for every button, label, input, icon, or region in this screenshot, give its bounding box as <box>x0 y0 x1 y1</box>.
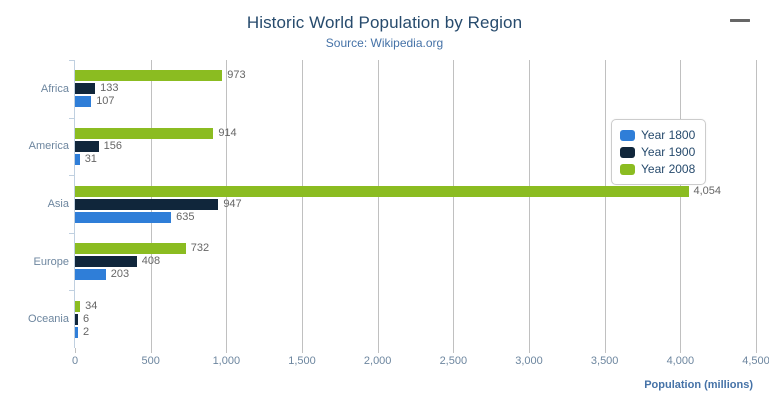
x-axis-label: 4,000 <box>666 355 695 367</box>
bar-america-year-1800[interactable] <box>75 153 80 165</box>
x-gridline <box>377 60 379 348</box>
y-axis-category-label: Europe <box>33 255 69 268</box>
y-axis-tick <box>69 175 74 177</box>
x-axis-label: 1,000 <box>212 355 241 367</box>
y-axis-tick <box>69 117 74 119</box>
bar-value-label: 635 <box>176 210 195 223</box>
chart-subtitle: Source: Wikipedia.org <box>325 36 444 50</box>
bar-asia-year-1800[interactable] <box>75 211 172 223</box>
legend-swatch-icon <box>620 129 635 141</box>
x-axis-label: 3,000 <box>515 355 543 367</box>
y-axis-tick <box>69 232 74 234</box>
bar-value-label: 2 <box>83 325 90 338</box>
x-axis-tick <box>226 348 228 353</box>
y-axis-category-labels: Africa America Asia Europe Oceania <box>0 60 69 348</box>
x-axis-label: 2,500 <box>439 355 468 367</box>
y-axis-category-label: Asia <box>47 198 69 210</box>
x-axis-label: 2,000 <box>363 355 392 367</box>
bar-value-label: 34 <box>85 299 98 312</box>
x-gridline <box>756 60 757 348</box>
bar-europe-year-1900[interactable] <box>75 256 137 268</box>
x-axis-label: 0 <box>71 355 79 367</box>
y-axis-tick <box>69 290 74 292</box>
hamburger-bar <box>730 19 750 22</box>
legend-swatch-icon <box>620 146 635 158</box>
bar-europe-year-2008[interactable] <box>75 243 186 255</box>
bar-value-label: 408 <box>141 255 161 268</box>
x-axis-tick <box>377 348 379 353</box>
x-axis-tick <box>529 348 530 353</box>
bar-europe-year-1800[interactable] <box>75 269 106 281</box>
legend-swatch-icon <box>620 163 635 175</box>
x-axis-label: 4,500 <box>742 355 769 367</box>
bar-oceania-year-1900[interactable] <box>75 313 78 325</box>
x-gridline <box>302 60 303 348</box>
x-axis-label: 500 <box>141 355 160 367</box>
bar-value-label: 107 <box>96 95 115 108</box>
x-axis-label: 3,500 <box>590 355 619 367</box>
bar-value-label: 732 <box>190 242 210 255</box>
y-axis-category-label: Oceania <box>28 313 69 326</box>
x-axis-title: Population (millions) <box>644 379 753 391</box>
bar-africa-year-2008[interactable] <box>75 70 223 82</box>
x-gridline <box>226 60 228 348</box>
bar-asia-year-2008[interactable] <box>75 185 689 197</box>
x-gridline <box>529 60 530 348</box>
x-axis-tick <box>680 348 682 353</box>
x-axis-tick <box>756 348 757 353</box>
x-axis-tick <box>302 348 303 353</box>
bar-value-label: 914 <box>218 126 237 139</box>
y-axis-category-label: Africa <box>40 82 69 95</box>
bar-value-label: 4,054 <box>693 184 722 197</box>
bar-value-label: 973 <box>227 69 246 82</box>
bar-value-label: 156 <box>103 139 122 152</box>
bar-asia-year-1900[interactable] <box>75 198 219 210</box>
x-gridline <box>680 60 682 348</box>
x-axis-tick <box>75 348 76 353</box>
x-gridline <box>453 60 455 348</box>
x-axis-tick <box>453 348 455 353</box>
bar-value-label: 31 <box>84 152 97 165</box>
x-axis-tick <box>150 348 152 353</box>
y-axis-category-label: America <box>28 140 69 153</box>
legend-label: Year 1900 <box>641 145 696 159</box>
legend-label: Year 1800 <box>641 128 696 142</box>
bar-america-year-2008[interactable] <box>75 127 214 139</box>
chart-legend: Year 1800 Year 1900 Year 2008 <box>611 119 707 185</box>
legend-label: Year 2008 <box>641 162 696 176</box>
bar-africa-year-1900[interactable] <box>75 83 96 95</box>
bar-value-label: 947 <box>223 197 242 210</box>
x-axis-tick <box>604 348 606 353</box>
y-axis-tick <box>69 60 74 61</box>
bar-oceania-year-2008[interactable] <box>75 300 81 312</box>
y-axis-line <box>74 60 75 348</box>
legend-item-year-1800[interactable]: Year 1800 <box>620 127 695 143</box>
bar-value-label: 203 <box>110 268 130 281</box>
legend-item-year-1900[interactable]: Year 1900 <box>620 144 695 160</box>
bar-oceania-year-1800[interactable] <box>75 326 78 338</box>
bar-value-label: 133 <box>100 82 119 95</box>
legend-item-year-2008[interactable]: Year 2008 <box>620 161 695 177</box>
bar-america-year-1900[interactable] <box>75 140 99 152</box>
hamburger-menu-icon[interactable] <box>729 18 751 36</box>
plot-area: 973 133 107 914 156 31 4,054 947 635 732 408 203 34 6… <box>75 60 757 348</box>
bar-value-label: 6 <box>83 312 90 325</box>
chart-title: Historic World Population by Region <box>246 13 523 32</box>
x-axis-label: 1,500 <box>288 355 316 367</box>
bar-africa-year-1800[interactable] <box>75 96 92 108</box>
x-gridline <box>604 60 606 348</box>
